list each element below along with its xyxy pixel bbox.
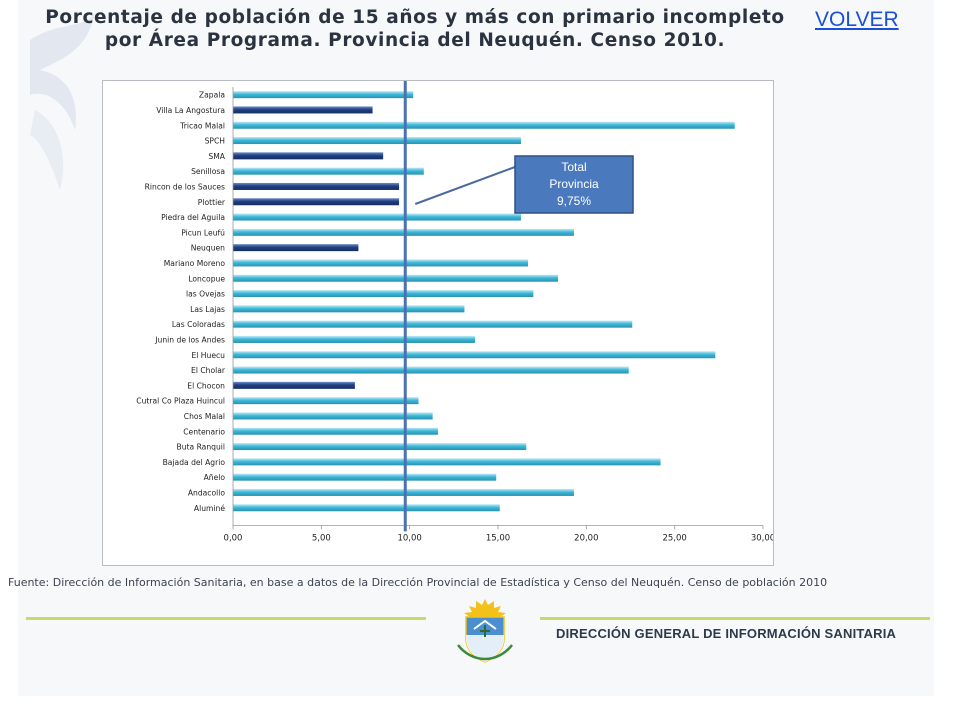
x-tick-label: 10,00 bbox=[397, 533, 421, 543]
x-tick-label: 15,00 bbox=[486, 533, 510, 543]
dove-watermark-icon bbox=[30, 10, 95, 190]
x-tick-label: 5,00 bbox=[312, 533, 331, 543]
divider-left bbox=[26, 617, 426, 620]
category-label: Añelo bbox=[204, 473, 226, 482]
category-label: El Chocon bbox=[187, 381, 225, 390]
source-note: Fuente: Dirección de Información Sanitar… bbox=[8, 576, 828, 589]
category-label: Centenario bbox=[183, 427, 225, 436]
category-label: Buta Ranquil bbox=[177, 443, 226, 452]
total-annotation-box bbox=[514, 155, 634, 214]
category-label: Aluminé bbox=[194, 504, 225, 513]
bar-zapala bbox=[233, 91, 414, 99]
bar-el-cholar bbox=[233, 366, 629, 374]
footer-org-name: DIRECCIÓN GENERAL DE INFORMACIÓN SANITAR… bbox=[556, 626, 897, 641]
bar-centenario bbox=[233, 427, 438, 435]
bar-rincon-de-los-sauces bbox=[233, 182, 400, 190]
x-tick-label: 25,00 bbox=[662, 533, 686, 543]
bar-loncopue bbox=[233, 274, 559, 282]
x-axis: 0,00 5,00 10,00 15,00 20,00 25,00 30,00 bbox=[224, 87, 773, 543]
bar-las-coloradas bbox=[233, 320, 633, 328]
category-label: Zapala bbox=[199, 91, 225, 100]
total-annotation-text: Provincia bbox=[549, 177, 599, 191]
annotation-leader-line bbox=[414, 166, 516, 205]
total-annotation-text: 9,75% bbox=[557, 194, 591, 208]
category-label: Cutral Co Plaza Huincul bbox=[136, 397, 225, 406]
category-label: Las Lajas bbox=[190, 305, 225, 314]
category-label: Piedra del Aguila bbox=[161, 213, 225, 222]
bar-bajada-del-agrio bbox=[233, 458, 661, 466]
x-tick-label: 30,00 bbox=[751, 533, 773, 543]
category-label: Tricao Malal bbox=[179, 121, 225, 130]
category-label: Rincon de los Sauces bbox=[145, 182, 225, 191]
neuquen-shield-icon bbox=[457, 599, 513, 663]
bar-andacollo bbox=[233, 488, 574, 496]
bar-villa-la-angostura bbox=[233, 106, 373, 114]
bar-sma bbox=[233, 152, 384, 160]
x-tick-label: 0,00 bbox=[224, 533, 243, 543]
bar-buta-ranquil bbox=[233, 443, 527, 451]
category-label: Chos Malal bbox=[184, 412, 225, 421]
page-title: Porcentaje de población de 15 años y más… bbox=[45, 7, 785, 51]
bar-las-lajas bbox=[233, 305, 465, 313]
category-label: Las Coloradas bbox=[172, 320, 225, 329]
bar-chart: Zapala Villa La Angostura Tricao Malal SPCH… bbox=[136, 81, 773, 543]
category-label: Junin de los Andes bbox=[154, 335, 225, 344]
category-label: Andacollo bbox=[188, 488, 226, 497]
category-label: las Ovejas bbox=[186, 290, 225, 299]
category-label: SPCH bbox=[205, 137, 225, 146]
chart-container: Zapala Villa La Angostura Tricao Malal SPCH… bbox=[102, 80, 774, 566]
category-label: El Huecu bbox=[191, 351, 225, 360]
category-label: El Cholar bbox=[191, 366, 226, 375]
bar-piedra-del-aguila bbox=[233, 213, 521, 221]
bar-tricao-malal bbox=[233, 121, 735, 129]
back-link[interactable]: VOLVER bbox=[815, 8, 899, 31]
bar-alumin- bbox=[233, 504, 500, 512]
bar-a-elo bbox=[233, 473, 497, 481]
total-annotation-text: Total bbox=[561, 160, 586, 174]
category-label: Plottier bbox=[198, 198, 226, 207]
category-labels: Zapala Villa La Angostura Tricao Malal SPCH… bbox=[136, 91, 226, 513]
reference-layer: Total Provincia 9,75% bbox=[403, 81, 634, 532]
bar-plottier bbox=[233, 198, 400, 206]
bar-las-ovejas bbox=[233, 290, 534, 298]
category-label: Bajada del Agrio bbox=[163, 458, 226, 467]
category-label: Villa La Angostura bbox=[156, 106, 225, 115]
category-label: Picun Leufú bbox=[181, 228, 225, 237]
bars-layer bbox=[233, 91, 735, 512]
category-label: Neuquen bbox=[191, 244, 225, 253]
bar-mariano-moreno bbox=[233, 259, 529, 267]
bar-picun-leuf- bbox=[233, 228, 574, 236]
bar-senillosa bbox=[233, 167, 424, 175]
bar-chos-malal bbox=[233, 412, 433, 420]
category-label: Loncopue bbox=[188, 274, 225, 283]
bar-neuquen bbox=[233, 244, 359, 252]
divider-right bbox=[540, 617, 930, 620]
x-tick-label: 20,00 bbox=[574, 533, 598, 543]
bar-el-huecu bbox=[233, 351, 716, 359]
bar-junin-de-los-andes bbox=[233, 335, 476, 343]
bar-spch bbox=[233, 137, 521, 145]
category-label: SMA bbox=[208, 152, 225, 161]
category-label: Mariano Moreno bbox=[164, 259, 226, 268]
category-label: Senillosa bbox=[191, 167, 225, 176]
bar-cutral-co-plaza-huincul bbox=[233, 397, 419, 405]
bar-el-chocon bbox=[233, 381, 355, 389]
